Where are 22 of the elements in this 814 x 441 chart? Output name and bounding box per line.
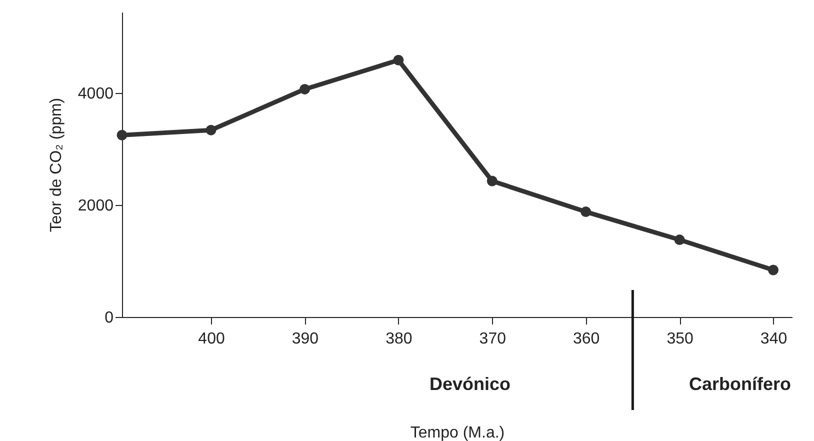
x-tick-label: 360 [572,330,600,348]
x-tick-label: 340 [760,330,788,348]
y-tick-label: 0 [104,310,114,326]
text: Devónico [429,374,511,394]
point [486,176,498,186]
point [206,124,216,136]
x-axis-title: Tempo (M.a.) [410,424,505,441]
point [674,234,685,246]
x-tick-label: 400 [198,330,225,348]
point [580,206,592,218]
y-tick-label: 2000 [78,198,114,215]
point [393,54,404,66]
x-tick-label: 390 [292,330,319,348]
x-tick-label: 350 [666,330,694,348]
point [768,264,779,276]
y-tick-label: 4000 [78,86,114,103]
point [116,130,128,140]
y-axis-title: Teor de CO₂ (ppm) [48,98,65,232]
text: Carbonífero [688,374,792,394]
point [299,84,310,94]
x-tick-label: 380 [386,330,412,348]
x-tick-label: 370 [479,330,506,348]
